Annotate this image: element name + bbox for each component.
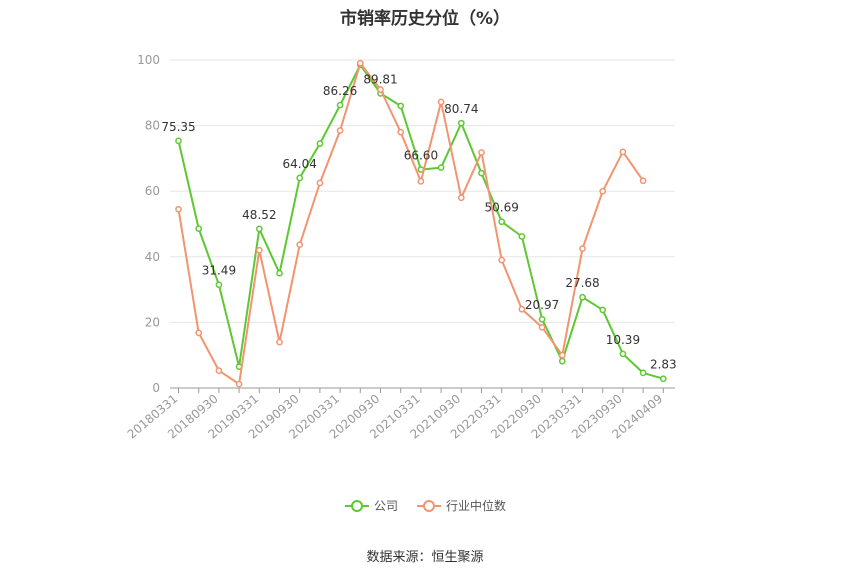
data-point[interactable] — [356, 59, 364, 67]
data-point[interactable] — [316, 140, 324, 147]
data-point[interactable] — [215, 281, 223, 289]
data-point[interactable] — [377, 86, 384, 93]
data-label: 50.69 — [485, 201, 519, 215]
y-tick-label: 40 — [145, 250, 160, 264]
data-point[interactable] — [417, 178, 425, 185]
data-point[interactable] — [457, 194, 465, 202]
data-point[interactable] — [599, 187, 607, 195]
y-tick-label: 20 — [145, 315, 160, 329]
data-point[interactable] — [316, 179, 324, 187]
data-label: 66.60 — [404, 149, 438, 163]
data-point[interactable] — [397, 102, 405, 110]
data-point[interactable] — [336, 101, 344, 109]
data-point[interactable] — [558, 357, 566, 365]
data-point[interactable] — [599, 306, 607, 314]
data-point[interactable] — [296, 241, 304, 249]
data-point[interactable] — [558, 351, 566, 359]
data-label: 75.35 — [161, 120, 195, 134]
data-point[interactable] — [397, 128, 405, 136]
data-label: 86.26 — [323, 84, 357, 98]
data-point[interactable] — [276, 338, 283, 346]
data-point[interactable] — [538, 323, 546, 331]
data-point[interactable] — [276, 269, 283, 277]
series-lines — [175, 59, 667, 388]
axes: 0204060801002018033120180930201903312019… — [125, 53, 675, 442]
data-point[interactable] — [215, 367, 223, 374]
data-point[interactable] — [195, 225, 203, 232]
data-point[interactable] — [437, 98, 445, 106]
legend-item-company[interactable]: 公司 — [344, 497, 398, 514]
data-label: 80.74 — [444, 102, 478, 116]
data-point[interactable] — [579, 293, 586, 301]
data-point[interactable] — [639, 177, 647, 185]
data-point[interactable] — [659, 375, 667, 383]
legend-industry-icon — [417, 499, 441, 512]
data-point[interactable] — [336, 127, 344, 134]
data-label: 89.81 — [363, 72, 397, 86]
data-point[interactable] — [457, 119, 465, 127]
data-point[interactable] — [437, 164, 445, 171]
data-point[interactable] — [255, 225, 263, 233]
data-point[interactable] — [639, 369, 647, 377]
y-tick-label: 100 — [137, 53, 160, 67]
data-point[interactable] — [195, 329, 203, 337]
y-tick-label: 80 — [145, 119, 160, 133]
data-label: 27.68 — [565, 276, 599, 290]
data-point[interactable] — [175, 137, 182, 145]
y-tick-label: 0 — [152, 381, 160, 395]
data-labels: 75.35 31.49 48.52 64.04 86.26 89.81 66.60 80.74… — [161, 72, 676, 371]
legend: 公司 行业中位数 — [0, 497, 850, 514]
series-line-1 — [177, 62, 644, 386]
data-point[interactable] — [619, 148, 627, 156]
y-tick-label: 60 — [145, 184, 160, 198]
data-label: 10.39 — [606, 333, 640, 347]
data-point[interactable] — [538, 315, 546, 323]
legend-label-industry: 行业中位数 — [446, 499, 507, 513]
data-point[interactable] — [498, 256, 506, 264]
data-point[interactable] — [296, 174, 304, 182]
data-label: 31.49 — [202, 264, 236, 278]
data-point[interactable] — [579, 245, 586, 252]
legend-label-company: 公司 — [373, 499, 398, 513]
data-point[interactable] — [255, 246, 263, 254]
data-label: 2.83 — [650, 358, 677, 372]
data-point[interactable] — [498, 218, 506, 226]
data-point[interactable] — [478, 149, 485, 156]
data-source-note: 数据来源：恒生聚源 — [366, 550, 484, 565]
data-point[interactable] — [619, 350, 627, 358]
data-point[interactable] — [478, 169, 485, 177]
data-label: 20.97 — [525, 298, 559, 312]
data-point[interactable] — [518, 305, 526, 313]
data-label: 48.52 — [242, 208, 276, 222]
chart-title: 市销率历史分位（%） — [339, 9, 511, 29]
legend-item-industry[interactable]: 行业中位数 — [416, 497, 506, 514]
data-label: 64.04 — [283, 157, 317, 171]
data-point[interactable] — [518, 233, 526, 240]
data-point[interactable] — [235, 380, 243, 388]
data-point[interactable] — [175, 205, 182, 213]
legend-company-icon — [344, 499, 369, 512]
gridlines — [170, 59, 675, 323]
